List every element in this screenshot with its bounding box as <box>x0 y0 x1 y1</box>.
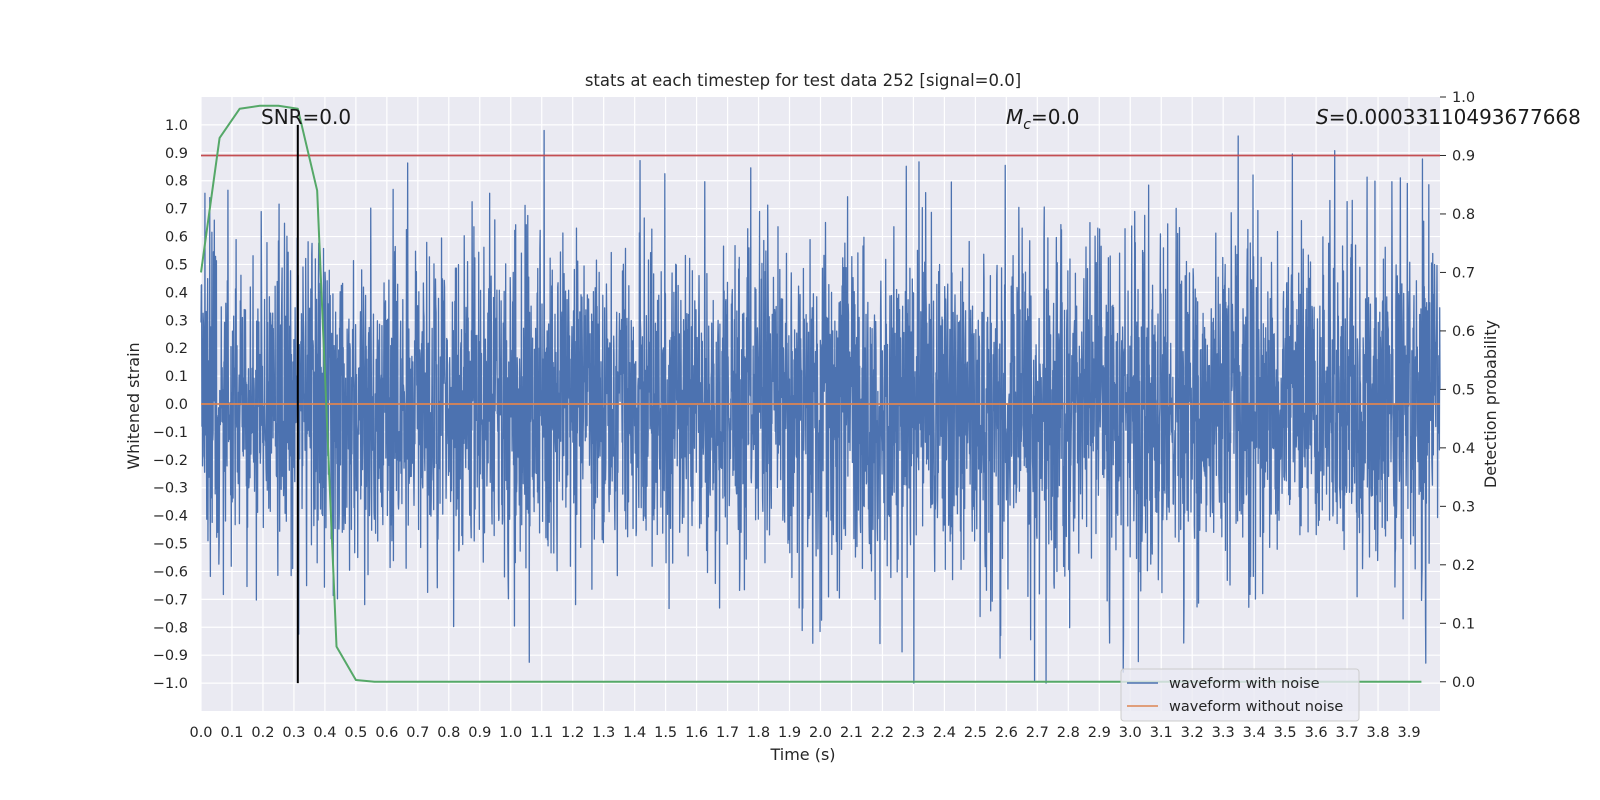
x-tick-label: 3.4 <box>1243 725 1266 741</box>
x-tick-label: 3.0 <box>1119 725 1142 741</box>
annotation-chirp-mass-symbol: M <box>1006 105 1023 129</box>
x-tick-label: 3.3 <box>1212 725 1235 741</box>
y-tick-label-left: 0.7 <box>165 202 188 218</box>
y-tick-label-right: 0.7 <box>1452 265 1475 281</box>
x-tick-label: 2.4 <box>933 725 956 741</box>
y-tick-label-right: 0.4 <box>1452 441 1475 457</box>
y-tick-label-right: 0.8 <box>1452 207 1475 223</box>
x-axis-title: Time (s) <box>769 745 835 764</box>
x-tick-label: 2.8 <box>1057 725 1080 741</box>
y-tick-label-left: −0.9 <box>153 648 188 664</box>
x-tick-label: 1.2 <box>561 725 584 741</box>
x-tick-label: 3.2 <box>1181 725 1204 741</box>
y-tick-label-left: −0.4 <box>153 509 188 525</box>
series-waveform-with-noise <box>200 129 1441 684</box>
y-tick-label-right: 0.1 <box>1452 616 1475 632</box>
legend-box <box>1120 668 1360 722</box>
x-axis: 0.0 0.1 0.2 0.3 0.4 0.5 0.6 0.7 0.8 0.9 1.0 1.1 1.2 1… <box>189 725 1420 741</box>
y-tick-label-right: 0.6 <box>1452 324 1475 340</box>
x-tick-label: 3.9 <box>1397 725 1420 741</box>
x-tick-label: 0.6 <box>375 725 398 741</box>
y-tick-label-left: −0.6 <box>153 564 188 580</box>
annotation-s: S=0.00033110493677668 <box>1316 105 1581 129</box>
y-tick-label-left: 0.5 <box>165 257 188 273</box>
x-tick-label: 0.7 <box>406 725 429 741</box>
x-tick-label: 2.1 <box>840 725 863 741</box>
y-tick-label-right: 0.2 <box>1452 558 1475 574</box>
legend-label-clean: waveform without noise <box>1169 699 1343 715</box>
annotation-s-value: =0.00033110493677668 <box>1329 105 1581 129</box>
x-tick-label: 0.5 <box>344 725 367 741</box>
y-tick-label-left: −0.3 <box>153 481 188 497</box>
annotation-snr: SNR=0.0 <box>261 105 351 129</box>
annotation-s-symbol: S <box>1316 105 1329 129</box>
y-axis-title-right: Detection probability <box>1481 320 1500 488</box>
legend-label-noise: waveform with noise <box>1169 676 1320 692</box>
y-tick-label-right: 0.3 <box>1452 499 1475 515</box>
y-tick-label-left: −0.2 <box>153 453 188 469</box>
x-tick-label: 1.9 <box>778 725 801 741</box>
y-tick-label-left: −0.7 <box>153 592 188 608</box>
x-tick-label: 1.8 <box>747 725 770 741</box>
y-tick-label-left: −1.0 <box>153 676 188 692</box>
y-tick-label-right: 1.0 <box>1452 90 1475 106</box>
y-tick-label-left: 0.3 <box>165 313 188 329</box>
x-tick-label: 1.5 <box>654 725 677 741</box>
x-tick-label: 2.7 <box>1026 725 1049 741</box>
y-tick-label-left: 0.0 <box>165 397 188 413</box>
y-tick-label-left: −0.1 <box>153 425 188 441</box>
x-tick-label: 2.5 <box>964 725 987 741</box>
x-tick-label: 3.5 <box>1274 725 1297 741</box>
x-tick-label: 0.4 <box>313 725 336 741</box>
x-tick-label: 0.8 <box>437 725 460 741</box>
chart-title: stats at each timestep for test data 252… <box>585 71 1021 90</box>
y-tick-label-left: −0.5 <box>153 537 188 553</box>
x-tick-label: 3.6 <box>1305 725 1328 741</box>
y-axis-left: 1.0 0.9 0.8 0.7 0.6 0.5 0.4 0.3 0.2 0.1 0.0 −0.1 −0.… <box>153 118 188 692</box>
y-axis-right: 1.0 0.9 0.8 0.7 0.6 0.5 0.4 0.3 0.2 0.1 0.0 <box>1440 90 1475 691</box>
overlay-lines <box>200 104 1440 684</box>
y-tick-label-left: 1.0 <box>165 118 188 134</box>
x-tick-label: 1.1 <box>530 725 553 741</box>
annotation-chirp-mass-subscript: c <box>1023 117 1031 133</box>
legend: waveform with noise waveform without noi… <box>1120 668 1360 722</box>
y-tick-label-right: 0.5 <box>1452 382 1475 398</box>
x-tick-label: 3.7 <box>1336 725 1359 741</box>
annotation-chirp-mass: Mc=0.0 <box>1006 105 1080 133</box>
x-tick-label: 2.0 <box>809 725 832 741</box>
x-tick-label: 0.2 <box>251 725 274 741</box>
y-tick-label-right: 0.0 <box>1452 675 1475 691</box>
y-tick-label-left: 0.6 <box>165 230 188 246</box>
x-tick-label: 1.6 <box>685 725 708 741</box>
y-tick-label-left: 0.1 <box>165 369 188 385</box>
x-tick-label: 2.2 <box>871 725 894 741</box>
x-tick-label: 2.9 <box>1088 725 1111 741</box>
x-tick-label: 3.8 <box>1367 725 1390 741</box>
annotation-chirp-mass-value: =0.0 <box>1031 105 1080 129</box>
line-detection-probability <box>200 104 1422 683</box>
y-tick-label-left: −0.8 <box>153 620 188 636</box>
x-tick-label: 0.3 <box>282 725 305 741</box>
y-axis-title-left: Whitened strain <box>124 342 143 469</box>
line-waveform-with-noise <box>200 129 1441 684</box>
y-tick-label-left: 0.4 <box>165 285 188 301</box>
x-tick-label: 2.3 <box>902 725 925 741</box>
x-tick-label: 1.0 <box>499 725 522 741</box>
x-tick-label: 0.9 <box>468 725 491 741</box>
y-tick-label-right: 0.9 <box>1452 148 1475 164</box>
x-tick-label: 0.1 <box>220 725 243 741</box>
y-tick-label-left: 0.8 <box>165 174 188 190</box>
x-tick-label: 3.1 <box>1150 725 1173 741</box>
x-tick-label: 2.6 <box>995 725 1018 741</box>
x-tick-label: 1.4 <box>623 725 646 741</box>
x-tick-label: 1.3 <box>592 725 615 741</box>
y-tick-label-left: 0.9 <box>165 146 188 162</box>
x-tick-label: 1.7 <box>716 725 739 741</box>
x-tick-label: 0.0 <box>189 725 212 741</box>
y-tick-label-left: 0.2 <box>165 341 188 357</box>
